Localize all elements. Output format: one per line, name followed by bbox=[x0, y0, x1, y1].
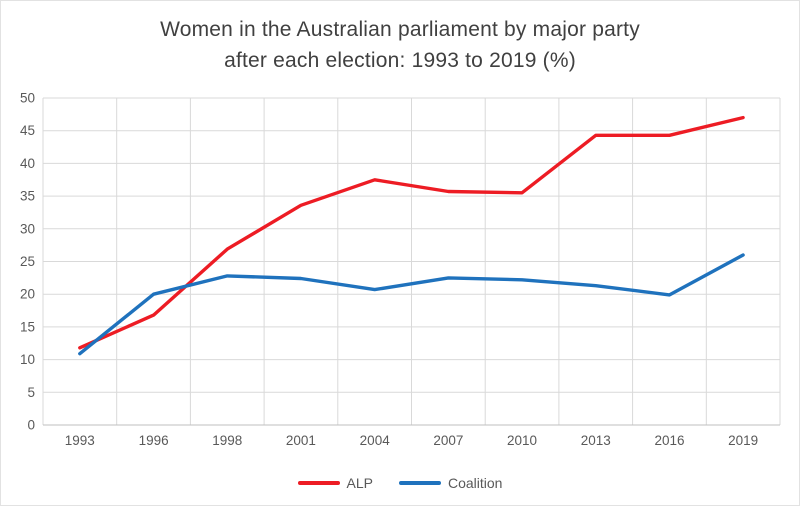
legend-line-swatch-coalition bbox=[398, 481, 441, 485]
x-tick-label: 2010 bbox=[507, 433, 537, 448]
y-tick-label: 25 bbox=[20, 254, 35, 269]
x-tick-label: 2016 bbox=[654, 433, 684, 448]
series-line-coalition bbox=[78, 253, 745, 356]
y-tick-label: 45 bbox=[20, 123, 35, 138]
x-tick-label: 2001 bbox=[286, 433, 316, 448]
chart-title: Women in the Australian parliament by ma… bbox=[1, 14, 799, 76]
legend-label-alp: ALP bbox=[346, 475, 373, 491]
legend-item-alp: ALP bbox=[297, 475, 373, 491]
x-tick-label: 2013 bbox=[581, 433, 611, 448]
y-tick-label: 15 bbox=[20, 319, 35, 334]
y-tick-label: 20 bbox=[20, 287, 35, 302]
y-tick-label: 0 bbox=[27, 418, 35, 433]
x-tick-label: 1993 bbox=[65, 433, 95, 448]
legend-item-coalition: Coalition bbox=[398, 475, 503, 491]
x-tick-label: 1998 bbox=[212, 433, 242, 448]
chart-title-line-2: after each election: 1993 to 2019 (%) bbox=[224, 49, 576, 72]
y-tick-label: 30 bbox=[20, 221, 35, 236]
legend: ALP Coalition bbox=[1, 475, 799, 491]
x-tick-label: 2007 bbox=[433, 433, 463, 448]
x-tick-label: 1996 bbox=[139, 433, 169, 448]
legend-line-swatch-alp bbox=[297, 481, 340, 485]
series-line-alp bbox=[78, 115, 745, 350]
chart-title-line-1: Women in the Australian parliament by ma… bbox=[160, 18, 640, 41]
x-tick-label: 2019 bbox=[728, 433, 758, 448]
legend-label-coalition: Coalition bbox=[447, 475, 503, 491]
y-tick-label: 40 bbox=[20, 156, 35, 171]
y-tick-label: 50 bbox=[20, 91, 35, 106]
y-tick-label: 10 bbox=[20, 352, 35, 367]
y-tick-label: 5 bbox=[27, 385, 35, 400]
y-tick-label: 35 bbox=[20, 189, 35, 204]
x-tick-label: 2004 bbox=[360, 433, 391, 448]
